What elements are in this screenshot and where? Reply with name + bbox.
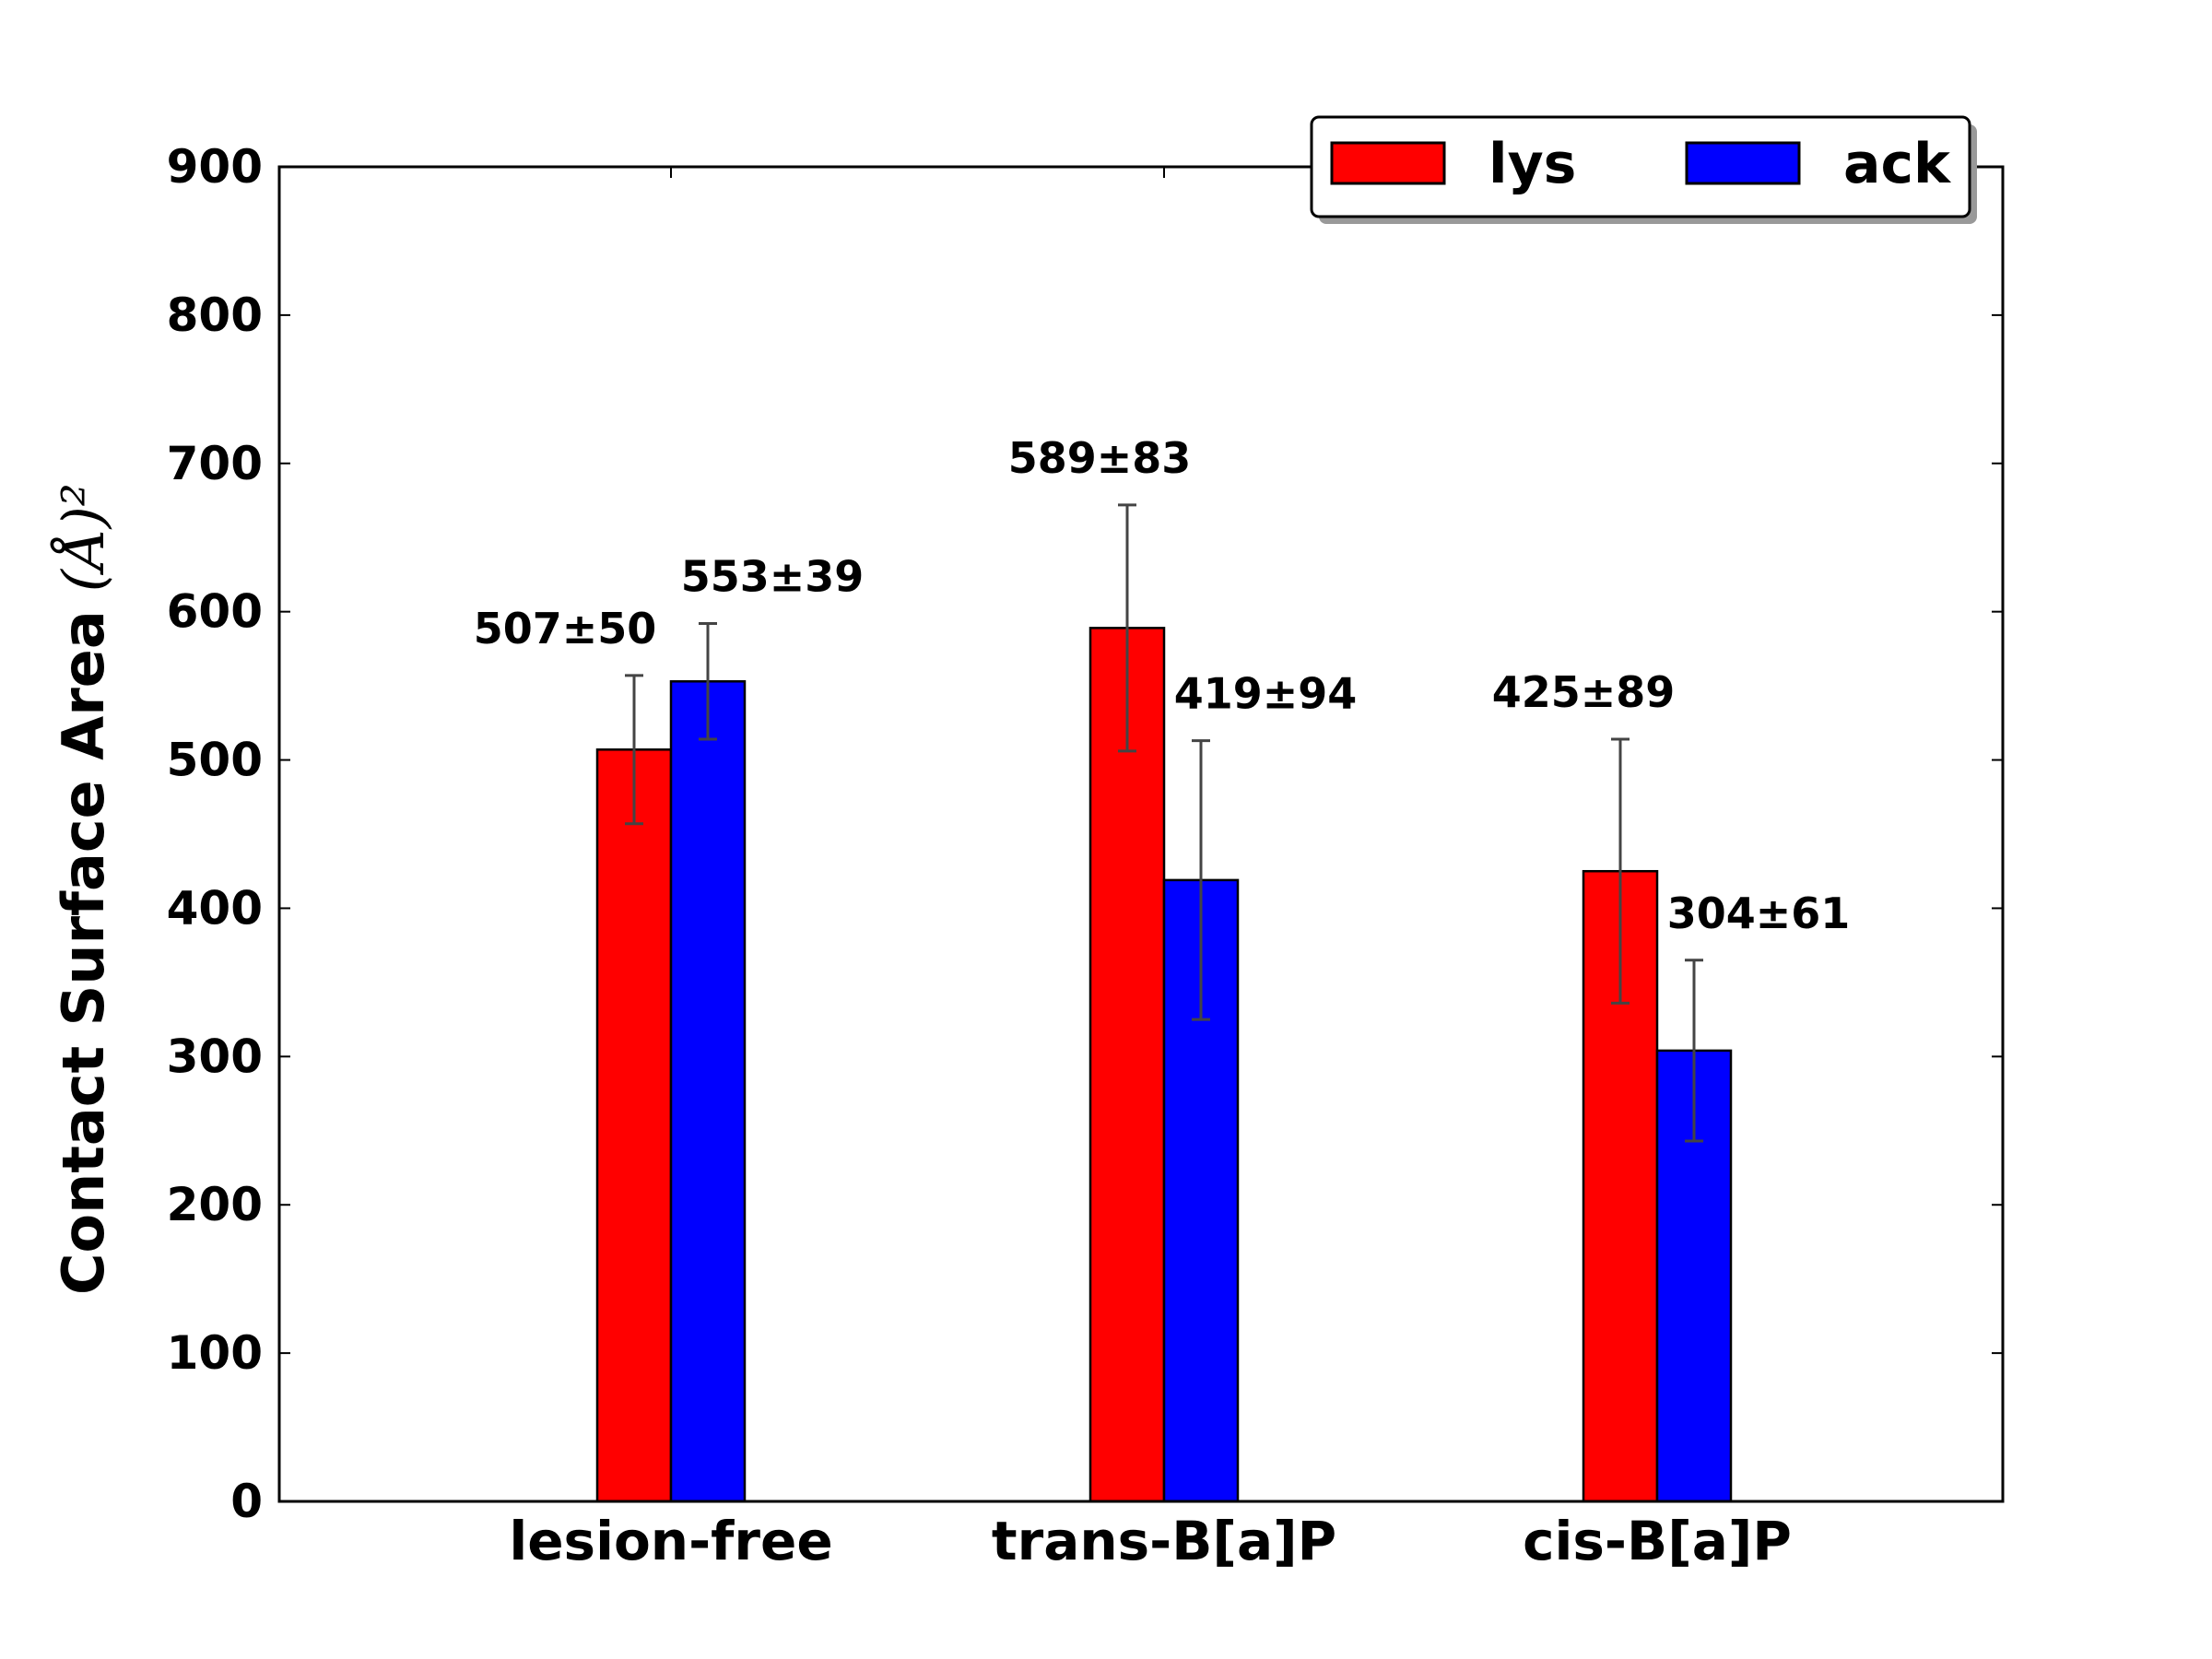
legend-swatch-ack (1685, 141, 1801, 185)
y-tick-label: 600 (167, 585, 263, 639)
ticks-layer: 0 100 200 300 400 500 600 700 800 900 lesion-free t… (167, 140, 2003, 1572)
data-label-lys: 589±83 (1008, 433, 1192, 483)
plot-frame (277, 165, 2005, 1503)
legend-box (1310, 115, 1971, 218)
legend: lys ack (1310, 115, 1977, 224)
y-tick-label: 0 (230, 1475, 263, 1528)
data-label-lys: 507±50 (474, 604, 657, 653)
data-label-ack: 304±61 (1667, 888, 1851, 938)
y-axis-title: Contact Surface Area (Å)² (50, 483, 117, 1295)
error-bars-layer (625, 503, 1703, 1143)
x-category-label: cis-B[a]P (1523, 1510, 1792, 1572)
y-tick-label: 400 (167, 881, 263, 935)
y-tick-label: 200 (167, 1178, 263, 1231)
y-tick-label: 800 (167, 288, 263, 342)
data-label-ack: 553±39 (681, 552, 865, 602)
y-axis-label: Contact Surface Area (50, 610, 117, 1295)
y-tick-label: 100 (167, 1326, 263, 1380)
x-category-label: trans-B[a]P (992, 1510, 1336, 1572)
svg-text:Contact Surface Area(Å)²: Contact Surface Area (Å)² (50, 483, 117, 1295)
bar-ack (669, 680, 747, 1503)
data-label-ack: 419±94 (1174, 669, 1358, 719)
y-axis-unit: (Å)² (50, 483, 117, 592)
bar-lys (595, 748, 673, 1503)
y-tick-label: 900 (167, 140, 263, 194)
x-category-label: lesion-free (509, 1510, 832, 1572)
data-label-lys: 425±89 (1492, 667, 1676, 717)
legend-label-ack: ack (1843, 132, 1952, 196)
y-tick-label: 700 (167, 437, 263, 490)
y-tick-label: 300 (167, 1030, 263, 1083)
data-labels-layer: 507±50 589±83 425±89 553±39 419±94 304±61 (474, 433, 1851, 938)
bar-lys (1088, 627, 1166, 1503)
legend-label-lys: lys (1488, 132, 1576, 196)
y-tick-label: 500 (167, 734, 263, 787)
bars-layer (595, 627, 1733, 1503)
legend-swatch-lys (1330, 141, 1446, 185)
